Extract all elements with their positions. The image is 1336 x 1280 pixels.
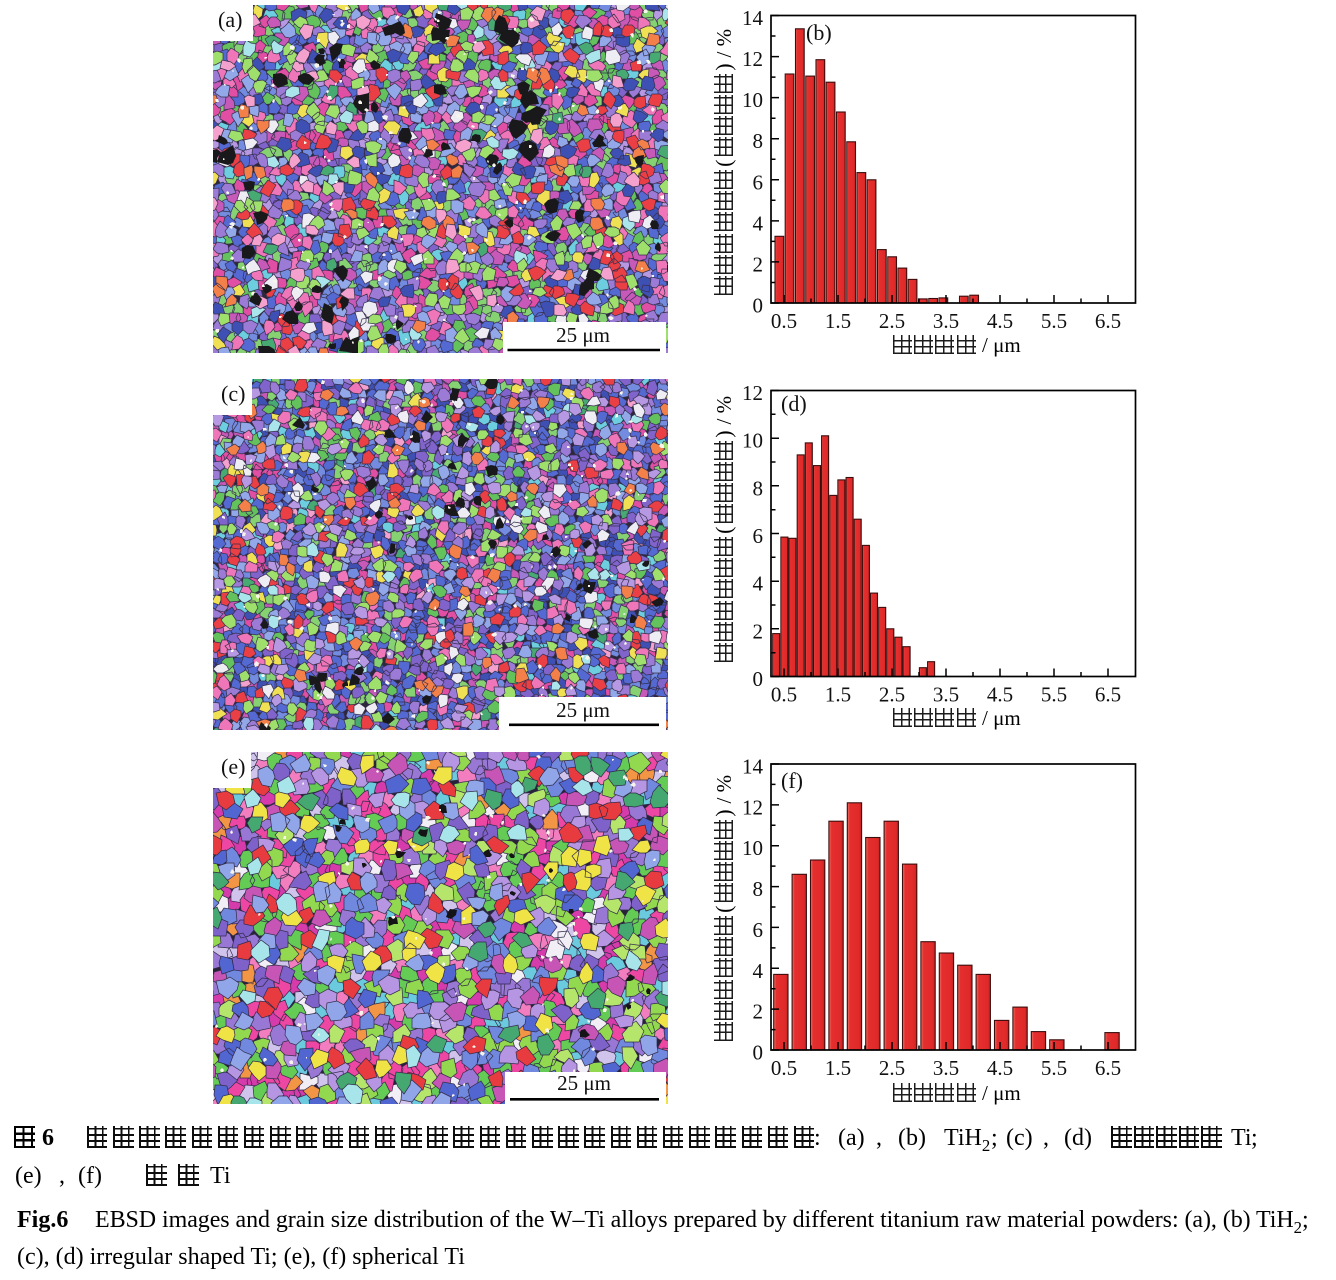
svg-text:6: 6 bbox=[753, 524, 764, 548]
svg-text:4: 4 bbox=[753, 211, 764, 235]
svg-text:0: 0 bbox=[753, 667, 764, 691]
svg-text:5.5: 5.5 bbox=[1041, 683, 1067, 707]
svg-text:4.5: 4.5 bbox=[987, 1056, 1013, 1080]
svg-text:8: 8 bbox=[753, 129, 764, 153]
svg-text:0.5: 0.5 bbox=[771, 683, 797, 707]
svg-text:4: 4 bbox=[753, 572, 764, 596]
svg-text:1.5: 1.5 bbox=[825, 683, 851, 707]
svg-text:5.5: 5.5 bbox=[1041, 309, 1067, 333]
svg-text:3.5: 3.5 bbox=[933, 683, 959, 707]
svg-text:2.5: 2.5 bbox=[879, 1056, 905, 1080]
svg-text:2.5: 2.5 bbox=[879, 309, 905, 333]
svg-text:6.5: 6.5 bbox=[1095, 683, 1121, 707]
svg-text:10: 10 bbox=[742, 88, 763, 112]
svg-text:14: 14 bbox=[742, 6, 764, 30]
svg-text:6: 6 bbox=[753, 918, 764, 942]
svg-text:1.5: 1.5 bbox=[825, 1056, 851, 1080]
svg-text:5.5: 5.5 bbox=[1041, 1056, 1067, 1080]
svg-text:0.5: 0.5 bbox=[771, 1056, 797, 1080]
svg-text:2: 2 bbox=[753, 1000, 764, 1024]
svg-text:10: 10 bbox=[742, 836, 763, 860]
svg-text:12: 12 bbox=[742, 381, 763, 405]
svg-text:1.5: 1.5 bbox=[825, 309, 851, 333]
svg-text:0: 0 bbox=[753, 294, 764, 318]
svg-text:4.5: 4.5 bbox=[987, 309, 1013, 333]
svg-text:3.5: 3.5 bbox=[933, 1056, 959, 1080]
svg-text:12: 12 bbox=[742, 795, 763, 819]
svg-text:0.5: 0.5 bbox=[771, 309, 797, 333]
svg-text:12: 12 bbox=[742, 47, 763, 71]
svg-text:8: 8 bbox=[753, 877, 764, 901]
svg-text:6.5: 6.5 bbox=[1095, 1056, 1121, 1080]
svg-text:2: 2 bbox=[753, 619, 764, 643]
svg-text:10: 10 bbox=[742, 429, 763, 453]
svg-text:2: 2 bbox=[753, 252, 764, 276]
svg-text:0: 0 bbox=[753, 1041, 764, 1065]
svg-text:8: 8 bbox=[753, 476, 764, 500]
svg-text:6: 6 bbox=[753, 170, 764, 194]
svg-text:6.5: 6.5 bbox=[1095, 309, 1121, 333]
svg-text:3.5: 3.5 bbox=[933, 309, 959, 333]
svg-text:4: 4 bbox=[753, 959, 764, 983]
svg-text:14: 14 bbox=[742, 755, 764, 779]
svg-text:4.5: 4.5 bbox=[987, 683, 1013, 707]
svg-text:2.5: 2.5 bbox=[879, 683, 905, 707]
